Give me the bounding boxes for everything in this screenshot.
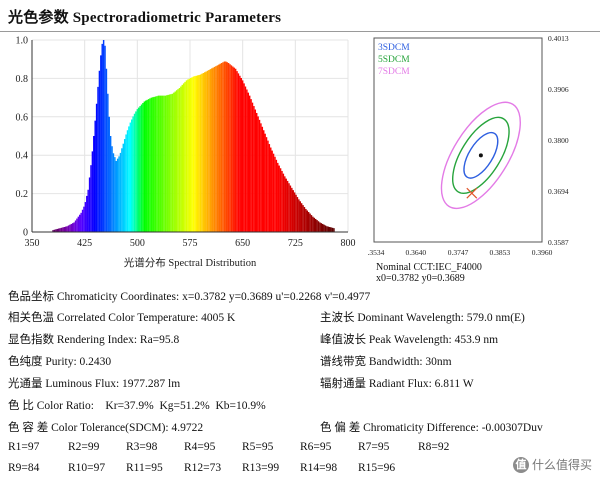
spectral-distribution-chart: 0 0.2 0.4 0.6 0.8 1.0 350 425 500 575 650 725 800 光谱分… — [16, 36, 356, 270]
x-axis-label: 光谱分布 Spectral Distribution — [124, 256, 257, 269]
r-value-item: R14=98 — [300, 462, 338, 474]
y-tick-label: 1.0 — [16, 36, 29, 47]
y-tick-label: 0.6 — [16, 112, 29, 123]
watermark-badge-icon: 值 — [512, 456, 529, 473]
purity: 色纯度 Purity: 0.2430 — [8, 356, 112, 368]
y-tick-label: 0.3587 — [548, 238, 569, 247]
r-value-item: R3=98 — [126, 441, 158, 453]
dominant-wavelength: 主波长 Dominant Wavelength: 579.0 nm(E) — [320, 312, 525, 324]
radiant-flux: 辐射通量 Radiant Flux: 6.811 W — [320, 378, 474, 390]
watermark-text: 什么值得买 — [531, 458, 592, 472]
legend-item: 3SDCM — [378, 43, 410, 53]
title-divider — [0, 31, 600, 32]
x-tick-label: 650 — [235, 238, 250, 249]
peak-wavelength: 峰值波长 Peak Wavelength: 453.9 nm — [320, 334, 499, 346]
x-tick-label: 350 — [25, 238, 40, 249]
measured-point-cross — [466, 187, 478, 199]
color-temperature: 相关色温 Correlated Color Temperature: 4005 … — [8, 312, 236, 324]
r-value-item: R12=73 — [184, 462, 222, 474]
r-value-item: R5=95 — [242, 441, 274, 453]
r-value-item: R7=95 — [358, 441, 390, 453]
x-tick-label: 575 — [183, 238, 198, 249]
cross-stroke — [466, 187, 478, 199]
y-tick-label: 0 — [23, 228, 28, 239]
x-tick-label: 0.3747 — [448, 248, 469, 257]
r-value-item: R10=97 — [68, 462, 106, 474]
x-tick-label: 0.3960 — [532, 248, 553, 257]
rendering-index: 显色指数 Rendering Index: Ra=95.8 — [8, 334, 180, 346]
color-ratio: 色 比 Color Ratio: Kr=37.9% Kg=51.2% Kb=10… — [8, 400, 266, 412]
sdcm-ellipse — [463, 131, 499, 179]
color-tolerance: 色 容 差 Color Tolerance(SDCM): 4.9722 — [8, 422, 204, 434]
chromaticity-tolerance-chart: 3SDCM 5SDCM 7SDCM 0.3534 0.3640 0.3747 0.3853 0… — [368, 34, 569, 257]
r-value-item: R13=99 — [242, 462, 280, 474]
x-tick-label: 500 — [130, 238, 145, 249]
chromaticity-difference: 色 偏 差 Chromaticity Difference: -0.00307D… — [320, 422, 543, 434]
x-tick-label: 0.3640 — [405, 248, 426, 257]
r-value-item: R1=97 — [8, 441, 40, 453]
x-tick-label: 425 — [77, 238, 92, 249]
r-value-item: R4=95 — [184, 441, 216, 453]
y-tick-label: 0.4013 — [548, 34, 569, 43]
r-value-item: R8=92 — [418, 441, 450, 453]
nominal-point — [478, 153, 483, 158]
sdcm-ellipse — [452, 116, 510, 194]
legend-item: 5SDCM — [378, 55, 410, 65]
y-tick-label: 0.3694 — [548, 187, 569, 196]
y-tick-label: 0.8 — [16, 74, 29, 85]
r-value-item: R15=96 — [358, 462, 396, 474]
y-tick-label: 0.4 — [16, 151, 29, 162]
chromaticity-coordinates: 色品坐标 Chromaticity Coordinates: x=0.3782 … — [8, 291, 371, 303]
page-title: 光色参数 Spectroradiometric Parameters — [8, 10, 282, 26]
x0-y0-caption: x0=0.3782 y0=0.3689 — [376, 273, 465, 284]
r-value-item: R6=95 — [300, 441, 332, 453]
watermark-logo: 值 什么值得买 — [512, 456, 592, 473]
y-tick-label: 0.2 — [16, 189, 29, 200]
y-tick-label: 0.3906 — [548, 85, 569, 94]
r-value-item: R11=95 — [126, 462, 163, 474]
sdcm-ellipse — [440, 101, 521, 210]
x-tick-label: 800 — [341, 238, 356, 249]
x-tick-label: 0.3853 — [489, 248, 510, 257]
bandwidth: 谱线带宽 Bandwidth: 30nm — [320, 356, 452, 368]
luminous-flux: 光通量 Luminous Flux: 1977.287 lm — [8, 378, 181, 390]
x-tick-label: 725 — [288, 238, 303, 249]
r-value-item: R9=84 — [8, 462, 40, 474]
x-tick-label: 0.3534 — [368, 248, 385, 257]
r-value-item: R2=99 — [68, 441, 100, 453]
y-tick-label: 0.3800 — [548, 136, 569, 145]
nominal-cct-caption: Nominal CCT:IEC_F4000 — [376, 262, 482, 273]
legend-item: 7SDCM — [378, 67, 410, 77]
